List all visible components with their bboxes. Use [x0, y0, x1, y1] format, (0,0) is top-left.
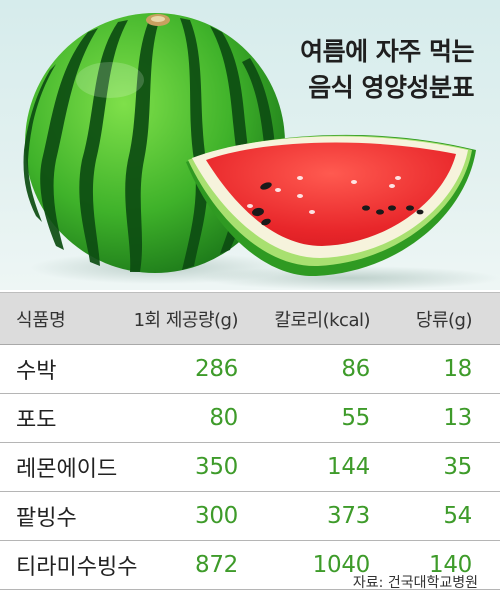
serving-value: 350: [195, 454, 238, 480]
header-food-name: 식품명: [16, 309, 66, 331]
table-row: 팥빙수 300 373 54: [0, 492, 500, 541]
watermelon-illustration: [23, 13, 500, 290]
serving-value: 80: [209, 405, 238, 431]
serving-value: 872: [195, 552, 238, 578]
calories-value: 144: [327, 454, 370, 480]
table-row: 레몬에이드 350 144 35: [0, 443, 500, 492]
source-credit: 자료: 건국대학교병원: [352, 575, 478, 591]
calories-value: 373: [327, 503, 370, 529]
calories-value: 55: [341, 405, 370, 431]
table-row: 포도 80 55 13: [0, 394, 500, 443]
food-name: 팥빙수: [16, 506, 77, 531]
nutrition-table: 식품명 1회 제공량(g) 칼로리(kcal) 당류(g) 수박 286 86 …: [0, 292, 500, 590]
sugar-value: 140: [429, 552, 472, 578]
food-name: 티라미수빙수: [16, 555, 138, 580]
table-row: 수박 286 86 18: [0, 345, 500, 394]
serving-value: 300: [195, 503, 238, 529]
sugar-value: 13: [443, 405, 472, 431]
headline-line-2: 음식 영양성분표: [308, 73, 474, 102]
food-name: 레몬에이드: [16, 457, 118, 482]
sugar-value: 18: [443, 356, 472, 382]
header-sugar: 당류(g): [415, 309, 473, 331]
calories-value: 1040: [312, 552, 371, 578]
calories-value: 86: [341, 356, 370, 382]
serving-value: 286: [195, 356, 238, 382]
headline-line-1: 여름에 자주 먹는: [300, 37, 474, 66]
table-row: 티라미수빙수 872 1040 140: [0, 541, 500, 590]
table-header-row: 식품명 1회 제공량(g) 칼로리(kcal) 당류(g): [0, 292, 500, 345]
header-calories: 칼로리(kcal): [274, 309, 370, 331]
food-name: 수박: [16, 359, 57, 384]
sugar-value: 54: [443, 503, 472, 529]
watermelon-slice: [186, 134, 476, 277]
sugar-value: 35: [443, 454, 472, 480]
headline: 여름에 자주 먹는 음식 영양성분표: [300, 34, 474, 106]
header-serving: 1회 제공량(g): [133, 309, 239, 331]
illustration-panel: 여름에 자주 먹는 음식 영양성분표: [0, 0, 500, 290]
food-name: 포도: [16, 408, 57, 433]
